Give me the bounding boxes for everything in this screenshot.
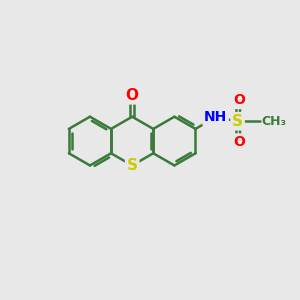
Text: O: O <box>126 88 139 103</box>
Text: CH₃: CH₃ <box>261 115 286 128</box>
Text: S: S <box>127 158 138 173</box>
Text: S: S <box>232 114 243 129</box>
Text: NH: NH <box>204 110 227 124</box>
Text: O: O <box>233 94 245 107</box>
Text: O: O <box>233 135 245 149</box>
